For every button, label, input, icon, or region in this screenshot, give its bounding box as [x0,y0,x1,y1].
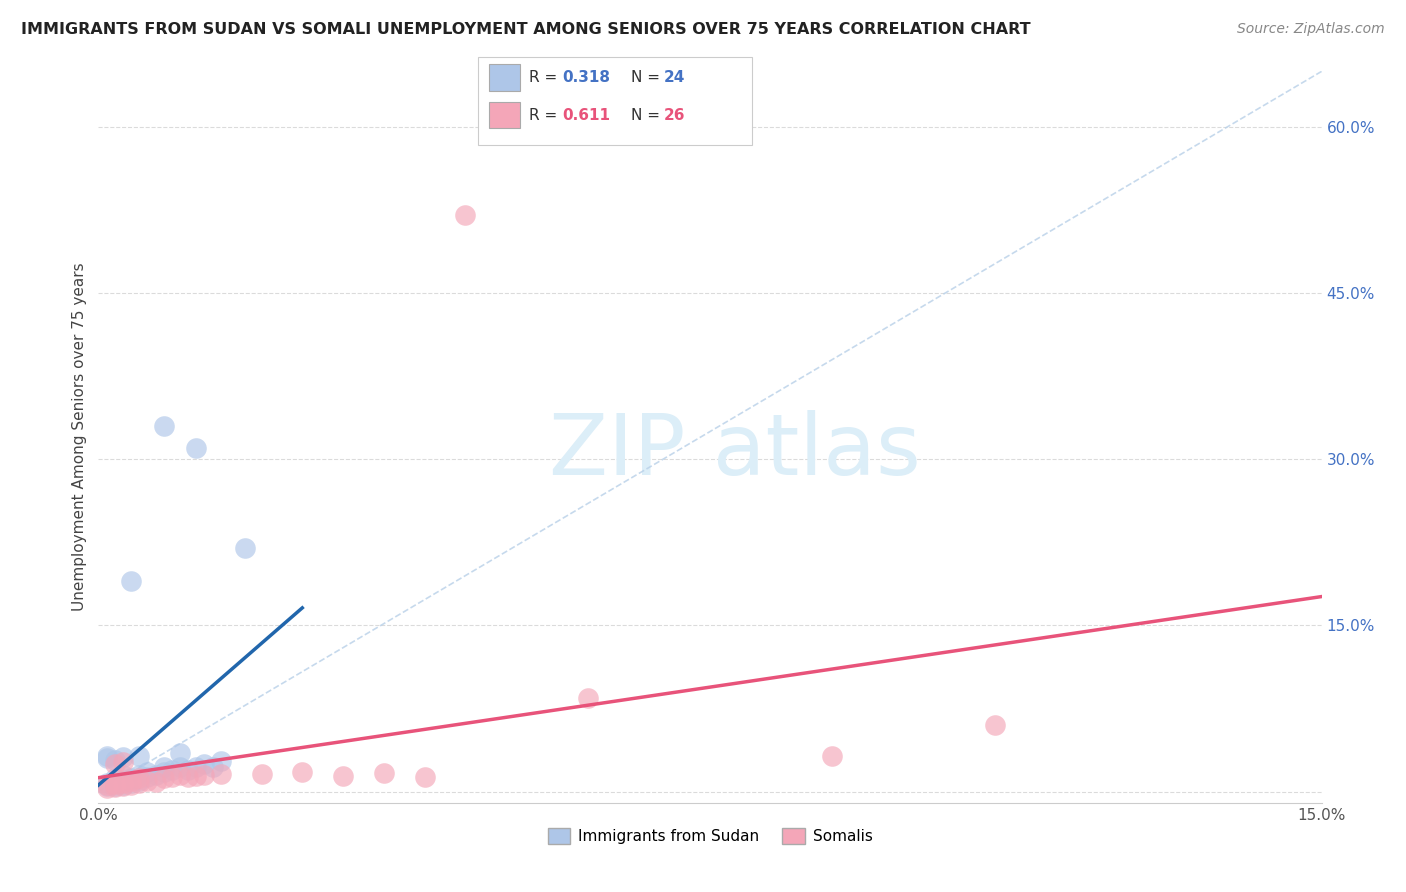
Point [152,764,174,779]
Text: R =: R = [529,70,562,85]
Point [96,776,118,790]
Point [193,757,215,772]
Point [291,764,314,779]
Point [96,781,118,796]
Point [250,767,273,781]
Point [104,780,127,795]
Point [160,763,183,777]
Point [96,749,118,764]
Point [186,441,208,455]
Point [152,772,174,786]
Point [821,749,844,764]
Point [104,779,127,793]
Text: N =: N = [631,70,665,85]
Point [128,773,150,788]
Text: 0.611: 0.611 [562,108,610,122]
Point [128,772,150,786]
Text: R =: R = [529,108,562,122]
Point [104,753,127,767]
Point [177,770,200,784]
Point [160,770,183,784]
Point [193,768,215,782]
Point [169,760,191,774]
Point [209,767,232,781]
Point [145,774,167,789]
Point [152,419,174,434]
Point [111,776,134,790]
Text: 24: 24 [664,70,685,85]
Point [332,769,354,783]
Text: IMMIGRANTS FROM SUDAN VS SOMALI UNEMPLOYMENT AMONG SENIORS OVER 75 YEARS CORRELA: IMMIGRANTS FROM SUDAN VS SOMALI UNEMPLOY… [21,22,1031,37]
Point [96,751,118,765]
Point [984,718,1007,732]
Point [120,778,142,792]
Point [104,772,127,786]
Point [373,765,395,780]
Point [169,746,191,760]
Point [120,776,142,790]
Point [128,776,150,790]
Point [454,209,477,223]
Point [128,768,150,782]
Point [201,760,224,774]
Point [233,541,256,555]
Point [169,768,191,782]
Point [136,764,159,779]
Text: ZIP atlas: ZIP atlas [548,410,921,493]
Point [111,755,134,769]
Text: Source: ZipAtlas.com: Source: ZipAtlas.com [1237,22,1385,37]
Point [96,778,118,792]
Text: N =: N = [631,108,665,122]
Point [413,770,436,784]
Point [111,773,134,788]
Point [128,749,150,764]
Point [186,760,208,774]
Point [104,777,127,791]
Text: 0.318: 0.318 [562,70,610,85]
Point [96,779,118,793]
Point [136,770,159,784]
Point [104,776,127,790]
Point [111,768,134,782]
Text: 26: 26 [664,108,685,122]
Point [209,754,232,768]
Y-axis label: Unemployment Among Seniors over 75 years: Unemployment Among Seniors over 75 years [72,263,87,611]
Point [111,778,134,792]
Point [136,773,159,788]
Legend: Immigrants from Sudan, Somalis: Immigrants from Sudan, Somalis [541,822,879,850]
Point [111,750,134,764]
Point [120,574,142,589]
Point [104,757,127,772]
Point [576,690,599,705]
Point [120,772,142,786]
Point [177,763,200,777]
Point [120,773,142,788]
Point [145,768,167,782]
Point [111,779,134,793]
Point [186,769,208,783]
Point [152,760,174,774]
